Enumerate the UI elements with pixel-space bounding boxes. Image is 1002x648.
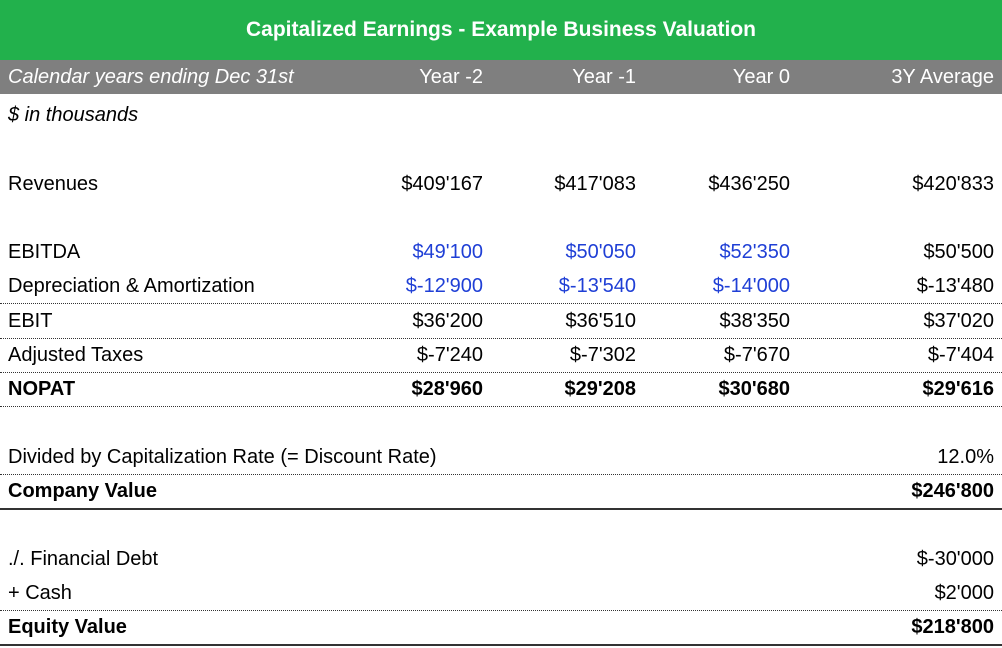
cell-year-minus-2: $-7'240 bbox=[416, 344, 483, 366]
cell-3y-average: 12.0% bbox=[937, 446, 994, 468]
cell-year-minus-1: $50'050 bbox=[565, 241, 636, 263]
units-note: $ in thousands bbox=[8, 104, 139, 126]
header-year-0: Year 0 bbox=[732, 66, 790, 88]
cell-3y-average: $50'500 bbox=[923, 241, 994, 263]
cell-year-minus-1: $36'510 bbox=[565, 310, 636, 332]
row-label: Depreciation & Amortization bbox=[8, 275, 255, 297]
row-depreciation-amortization: Depreciation & Amortization $-12'900 $-1… bbox=[0, 269, 1002, 304]
sheet-title-text: Capitalized Earnings - Example Business … bbox=[246, 18, 756, 41]
header-year-minus-1: Year -1 bbox=[572, 66, 636, 88]
row-equity-value: Equity Value $218'800 bbox=[0, 610, 1002, 646]
row-cash: + Cash $2'000 bbox=[0, 576, 1002, 611]
row-label: EBIT bbox=[8, 310, 53, 332]
row-ebitda: EBITDA $49'100 $50'050 $52'350 $50'500 bbox=[0, 235, 1002, 269]
row-label: Adjusted Taxes bbox=[8, 344, 144, 366]
row-label: ./. Financial Debt bbox=[8, 548, 159, 570]
cell-year-minus-1: $29'208 bbox=[564, 378, 637, 400]
row-capitalization-rate: Divided by Capitalization Rate (= Discou… bbox=[0, 440, 1002, 475]
sheet-title: Capitalized Earnings - Example Business … bbox=[0, 0, 1002, 60]
cell-3y-average: $2'000 bbox=[934, 582, 994, 604]
cell-year-0: $38'350 bbox=[719, 310, 790, 332]
cell-year-0: $-7'670 bbox=[723, 344, 790, 366]
row-label: EBITDA bbox=[8, 241, 81, 263]
cell-year-minus-1: $417'083 bbox=[554, 173, 636, 195]
cell-year-minus-2: $409'167 bbox=[401, 173, 483, 195]
header-period-label: Calendar years ending Dec 31st bbox=[8, 66, 294, 88]
header-3y-average: 3Y Average bbox=[891, 66, 994, 88]
row-financial-debt: ./. Financial Debt $-30'000 bbox=[0, 542, 1002, 576]
row-label: NOPAT bbox=[8, 378, 76, 400]
row-adjusted-taxes: Adjusted Taxes $-7'240 $-7'302 $-7'670 $… bbox=[0, 338, 1002, 373]
cell-year-minus-1: $-13'540 bbox=[558, 275, 636, 297]
cell-3y-average: $246'800 bbox=[911, 480, 994, 502]
cell-3y-average: $218'800 bbox=[911, 616, 994, 638]
row-company-value: Company Value $246'800 bbox=[0, 474, 1002, 510]
cell-3y-average: $29'616 bbox=[922, 378, 995, 400]
row-label: Divided by Capitalization Rate (= Discou… bbox=[8, 446, 437, 468]
cell-year-0: $30'680 bbox=[718, 378, 791, 400]
cell-year-minus-2: $36'200 bbox=[412, 310, 483, 332]
row-label: Revenues bbox=[8, 173, 99, 195]
column-header-row: Calendar years ending Dec 31st Year -2 Y… bbox=[0, 60, 1002, 94]
cell-year-minus-1: $-7'302 bbox=[569, 344, 636, 366]
row-label: Equity Value bbox=[8, 616, 127, 638]
cell-year-minus-2: $28'960 bbox=[411, 378, 484, 400]
cell-3y-average: $-7'404 bbox=[927, 344, 994, 366]
cell-3y-average: $-30'000 bbox=[916, 548, 994, 570]
cell-3y-average: $420'833 bbox=[912, 173, 994, 195]
row-label: Company Value bbox=[8, 480, 157, 502]
cell-3y-average: $-13'480 bbox=[916, 275, 994, 297]
row-ebit: EBIT $36'200 $36'510 $38'350 $37'020 bbox=[0, 304, 1002, 339]
header-year-minus-2: Year -2 bbox=[419, 66, 483, 88]
cell-year-0: $-14'000 bbox=[712, 275, 790, 297]
cell-3y-average: $37'020 bbox=[923, 310, 994, 332]
cell-year-minus-2: $-12'900 bbox=[405, 275, 483, 297]
row-revenues: Revenues $409'167 $417'083 $436'250 $420… bbox=[0, 167, 1002, 201]
cell-year-minus-2: $49'100 bbox=[412, 241, 483, 263]
cell-year-0: $436'250 bbox=[708, 173, 790, 195]
row-label: + Cash bbox=[8, 582, 72, 604]
row-nopat: NOPAT $28'960 $29'208 $30'680 $29'616 bbox=[0, 372, 1002, 407]
cell-year-0: $52'350 bbox=[719, 241, 790, 263]
